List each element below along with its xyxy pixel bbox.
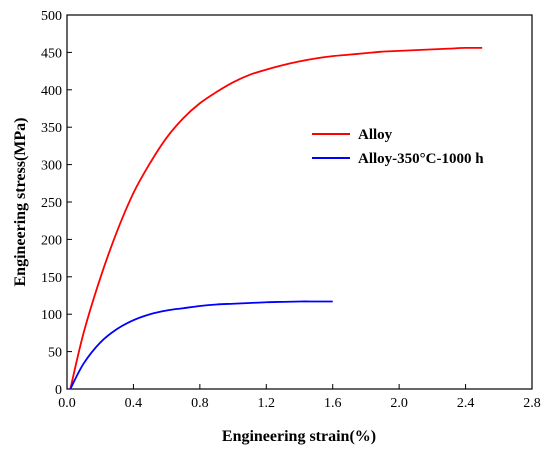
legend-label-alloy: Alloy <box>358 127 393 143</box>
series-lines <box>69 46 483 390</box>
legend: Alloy Alloy-350°C-1000 h <box>312 127 484 167</box>
plot-frame <box>66 14 533 390</box>
y-tick-label: 100 <box>41 308 62 323</box>
y-tick-label: 0 <box>55 383 62 398</box>
x-axis-title: Engineering strain(%) <box>222 428 376 445</box>
series-line-alloy <box>69 46 483 390</box>
x-tick-label: 1.6 <box>324 396 342 411</box>
x-tick-label: 2.0 <box>390 396 408 411</box>
x-tick-label: 0.8 <box>191 396 209 411</box>
y-tick-label: 400 <box>41 84 62 99</box>
x-tick-label: 0.0 <box>58 396 76 411</box>
x-tick-label: 2.4 <box>457 396 475 411</box>
y-tick-label: 200 <box>41 233 62 248</box>
y-tick-label: 250 <box>41 196 62 211</box>
y-tick-label: 500 <box>41 9 62 24</box>
x-axis-ticks: 0.0 0.4 0.8 1.2 1.6 2.0 2.4 2.8 <box>58 384 541 411</box>
x-tick-label: 0.4 <box>125 396 143 411</box>
y-tick-label: 350 <box>41 121 62 136</box>
series-line-aged-alloy <box>69 300 333 390</box>
y-axis-title: Engineering stress(MPa) <box>12 117 29 286</box>
x-tick-label: 1.2 <box>258 396 276 411</box>
y-tick-label: 450 <box>41 46 62 61</box>
y-tick-label: 150 <box>41 271 62 286</box>
legend-label-aged-alloy: Alloy-350°C-1000 h <box>358 151 484 167</box>
y-tick-label: 300 <box>41 159 62 174</box>
x-tick-label: 2.8 <box>523 396 541 411</box>
y-tick-label: 50 <box>48 346 62 361</box>
y-axis-ticks: 0 50 100 150 200 250 300 350 400 450 500 <box>41 9 72 398</box>
